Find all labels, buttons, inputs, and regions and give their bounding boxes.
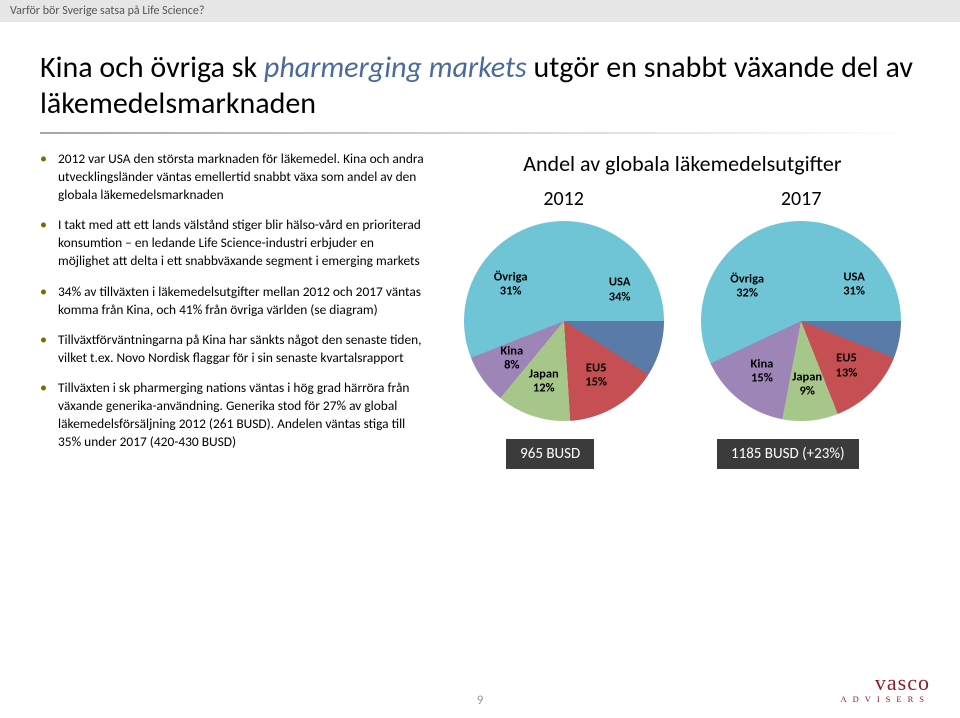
pie-2017: USA31% EU513% Japan9% Kina15% Övriga32%: [701, 221, 901, 421]
pie-slice-label: Övriga31%: [494, 271, 528, 300]
footer-logo: vasco ADVISERS: [840, 670, 930, 704]
right-column: Andel av globala läkemedelsutgifter 2012…: [445, 150, 920, 469]
header-bar: Varför bör Sverige satsa på Life Science…: [0, 0, 960, 22]
totals-row: 965 BUSD 1185 BUSD (+23%): [445, 439, 920, 469]
slide-page: Varför bör Sverige satsa på Life Science…: [0, 0, 960, 718]
content-row: 2012 var USA den största marknaden för l…: [40, 150, 920, 469]
title-ital: pharmerging markets: [264, 49, 527, 86]
bullet-text: I takt med att ett lands välstånd stiger…: [58, 216, 421, 269]
pie-slice-label: Övriga32%: [730, 272, 764, 301]
left-column: 2012 var USA den största marknaden för l…: [40, 150, 445, 469]
pie-slice-label: Japan9%: [792, 370, 822, 399]
slide-title: Kina och övriga sk pharmerging markets u…: [40, 50, 920, 122]
logo-name: vasco: [840, 670, 930, 696]
pie-2012: USA34% EU515% Japan12% Kina8% Övriga31%: [464, 221, 664, 421]
pie-slice-label: USA31%: [843, 271, 865, 300]
pie-slice-label: Kina15%: [751, 357, 774, 386]
title-underline: [40, 132, 920, 134]
bullet-item: Tillväxten i sk pharmerging nations vänt…: [40, 379, 427, 451]
pie-slice-label: EU515%: [585, 362, 607, 391]
bullet-item: 2012 var USA den största marknaden för l…: [40, 150, 427, 204]
title-pre: Kina och övriga sk: [40, 49, 264, 86]
pie-slice-label: USA34%: [609, 276, 631, 305]
pie-slice-label: Japan12%: [529, 367, 559, 396]
pie-slice-label: Kina8%: [500, 344, 523, 373]
pie-year: 2017: [687, 187, 915, 211]
logo-sub: ADVISERS: [840, 694, 930, 704]
pie-column-2017: 2017 USA31% EU513% Japan9% Kina15% Övriga32%: [687, 187, 915, 421]
bullet-item: 34% av tillväxten i läkemedelsutgifter m…: [40, 283, 427, 319]
pie-year: 2012: [450, 187, 678, 211]
pie-slice-label: EU513%: [836, 352, 858, 381]
total-2012: 965 BUSD: [506, 439, 594, 469]
bullet-list: 2012 var USA den största marknaden för l…: [40, 150, 427, 451]
pie-chart: [464, 221, 664, 421]
pie-column-2012: 2012 USA34% EU515% Japan12% Kina8% Övriga31%: [450, 187, 678, 421]
chart-title: Andel av globala läkemedelsutgifter: [445, 150, 920, 177]
page-number: 9: [477, 693, 484, 708]
bullet-item: Tillväxtförväntningarna på Kina har sänk…: [40, 331, 427, 367]
bullet-text: Tillväxten i sk pharmerging nations vänt…: [58, 379, 409, 450]
total-2017: 1185 BUSD (+23%): [717, 439, 859, 469]
breadcrumb: Varför bör Sverige satsa på Life Science…: [10, 4, 204, 18]
title-block: Kina och övriga sk pharmerging markets u…: [40, 50, 920, 122]
pie-row: 2012 USA34% EU515% Japan12% Kina8% Övriga31%…: [445, 187, 920, 421]
bullet-item: I takt med att ett lands välstånd stiger…: [40, 216, 427, 270]
